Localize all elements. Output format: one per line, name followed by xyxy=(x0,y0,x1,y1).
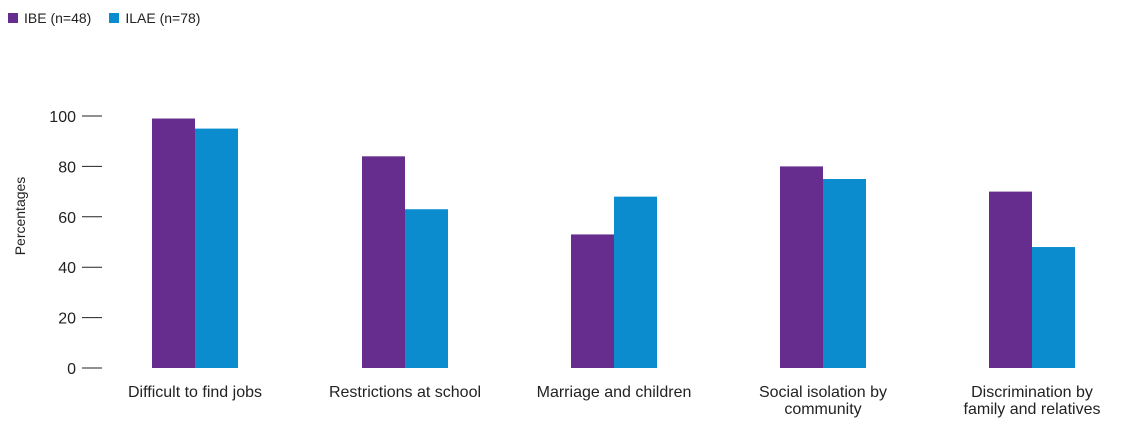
chart-legend: IBE (n=48) ILAE (n=78) xyxy=(8,10,200,26)
y-tick-label: 0 xyxy=(67,361,76,378)
bars-group xyxy=(152,118,1075,369)
bar-ilae xyxy=(405,209,448,368)
legend-label-ilae: ILAE (n=78) xyxy=(125,10,201,26)
bar-ibe xyxy=(571,234,614,368)
y-tick-label: 20 xyxy=(58,311,76,328)
bar-ilae xyxy=(1032,247,1075,368)
bar-ibe xyxy=(989,191,1032,368)
bar-ilae xyxy=(614,196,657,368)
bar-ilae xyxy=(823,179,866,368)
legend-swatch-ibe xyxy=(8,13,18,23)
bar-ibe xyxy=(780,166,823,368)
bar-ibe xyxy=(152,118,195,369)
y-axis: 0 20 40 60 80 100 xyxy=(49,109,102,378)
y-tick-label: 80 xyxy=(58,159,76,176)
category-labels: Difficult to find jobs Restrictions at sc… xyxy=(128,384,1100,418)
bar-ilae xyxy=(195,128,238,368)
legend-label-ibe: IBE (n=48) xyxy=(24,10,92,26)
legend-item-ibe: IBE (n=48) xyxy=(8,10,91,26)
category-label: Marriage and children xyxy=(537,384,692,401)
category-label: Restrictions at school xyxy=(329,384,481,401)
y-tick-label: 40 xyxy=(58,260,76,277)
bar-ibe xyxy=(362,156,405,368)
y-tick-label: 60 xyxy=(58,210,76,227)
legend-swatch-ilae xyxy=(109,13,120,23)
legend-item-ilae: ILAE (n=78) xyxy=(109,10,200,26)
category-label: Difficult to find jobs xyxy=(128,384,262,401)
category-label: Discrimination by family and relatives xyxy=(964,384,1101,418)
y-tick-label: 100 xyxy=(49,109,76,126)
category-label: Social isolation by community xyxy=(759,384,887,418)
y-axis-title: Percentages xyxy=(12,177,28,256)
